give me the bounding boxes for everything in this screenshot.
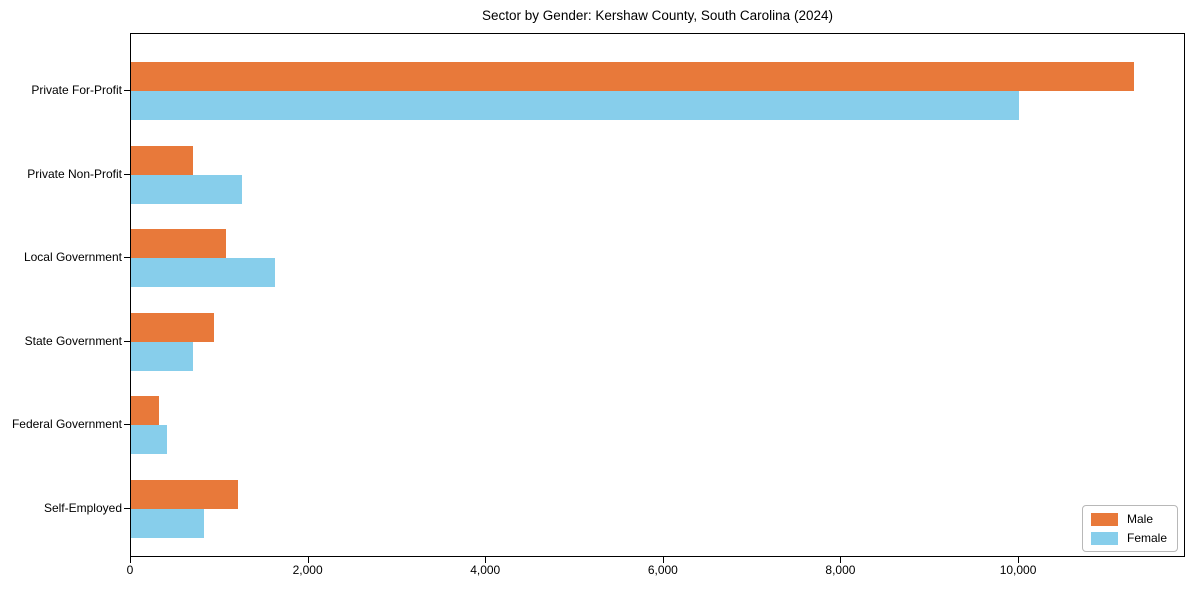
legend-item-female: Female: [1090, 531, 1167, 545]
bar-male-2: [131, 229, 227, 259]
legend: Male Female: [1081, 505, 1178, 552]
y-category-label: Private For-Profit: [31, 83, 122, 97]
plot-area: Male Female: [130, 33, 1185, 557]
y-axis-labels: Private For-Profit Private Non-Profit Loca…: [0, 33, 122, 557]
legend-swatch-female: [1090, 531, 1118, 545]
bar-female-5: [131, 509, 204, 538]
y-tick-mark: [124, 257, 130, 259]
y-category-label: Private Non-Profit: [27, 166, 122, 181]
x-tick-label: 10,000: [999, 563, 1037, 577]
bar-male-0: [131, 62, 1135, 91]
y-tick-mark: [124, 173, 130, 175]
legend-label: Male: [1126, 512, 1153, 526]
bar-male-3: [131, 312, 214, 342]
bar-male-5: [131, 480, 238, 509]
bar-female-0: [131, 91, 1020, 120]
bar-male-4: [131, 396, 159, 426]
y-category-label: State Government: [24, 333, 122, 348]
x-tick-mark: [1018, 557, 1020, 563]
x-tick-mark: [662, 557, 664, 563]
x-tick-label: 4,000: [470, 563, 501, 577]
bar-female-2: [131, 258, 275, 288]
y-tick-mark: [124, 90, 130, 91]
y-category-label: Self-Employed: [43, 501, 122, 515]
x-tick-label: 0: [126, 563, 134, 577]
x-tick-mark: [840, 557, 842, 563]
chart-title: Sector by Gender: Kershaw County, South …: [482, 8, 833, 23]
y-tick-mark: [124, 340, 130, 342]
legend-item-male: Male: [1090, 512, 1167, 526]
bar-male-1: [131, 145, 194, 175]
x-tick-mark: [485, 557, 487, 563]
bar-female-3: [131, 341, 194, 371]
y-tick-mark: [124, 424, 130, 426]
legend-swatch-male: [1090, 512, 1118, 526]
bar-female-1: [131, 174, 242, 204]
x-tick-label: 2,000: [292, 563, 323, 577]
y-category-label: Local Government: [23, 250, 122, 265]
x-tick-mark: [307, 557, 309, 563]
x-tick-label: 6,000: [647, 563, 678, 577]
y-category-label: Federal Government: [11, 417, 122, 432]
bar-female-4: [131, 425, 168, 455]
y-tick-mark: [124, 508, 130, 509]
x-tick-label: 8,000: [825, 563, 856, 577]
x-tick-mark: [130, 557, 131, 563]
legend-label: Female: [1126, 531, 1167, 545]
